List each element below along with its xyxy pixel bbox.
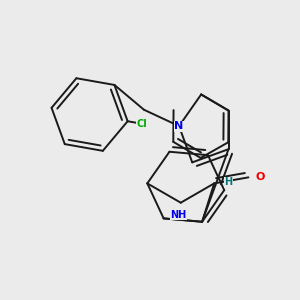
Text: Cl: Cl — [136, 119, 147, 129]
Text: NH: NH — [171, 210, 187, 220]
Text: O: O — [255, 172, 265, 182]
Text: N: N — [174, 121, 184, 131]
Text: H: H — [224, 177, 232, 187]
